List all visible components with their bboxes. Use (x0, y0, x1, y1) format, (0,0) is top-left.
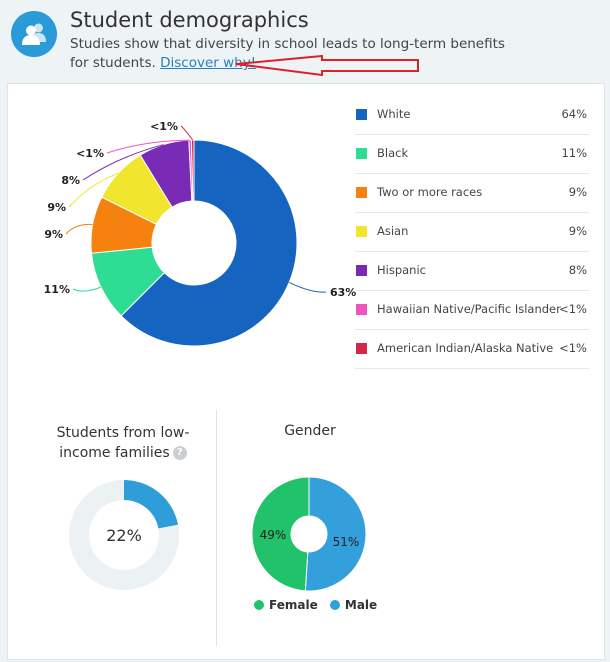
legend-value: <1% (559, 341, 587, 355)
legend-label: Hawaiian Native/Pacific Islander (377, 302, 561, 316)
low-income-slice-other (68, 479, 179, 590)
slice-label-white: 63% (330, 286, 356, 299)
legend-swatch-american-indian (356, 343, 367, 354)
slice-label-hispanic: 8% (61, 174, 80, 187)
description: Studies show that diversity in school le… (70, 35, 510, 73)
slice-white (120, 139, 298, 347)
header: Student demographics Studies show that d… (0, 0, 610, 82)
gender-label-male: 51% (333, 535, 360, 549)
legend-item-hispanic: Hispanic 8% (355, 252, 589, 291)
legend-value: 11% (561, 146, 587, 160)
leader-line-black (72, 286, 102, 292)
discover-why-link[interactable]: Discover why! (160, 55, 257, 71)
legend-swatch-white (356, 109, 367, 120)
male-dot (329, 600, 340, 610)
legend-swatch-two-or-more (356, 187, 367, 198)
question-icon[interactable]: ? (172, 446, 187, 460)
slice-label-two-or-more-races: 9% (44, 228, 63, 241)
legend-item-american-indian: American Indian/Alaska Native <1% (355, 330, 589, 369)
legend-item-hawaiian: Hawaiian Native/Pacific Islander <1% (355, 291, 589, 330)
description-text: Studies show that diversity in school le… (70, 36, 505, 71)
male-label: Male (344, 598, 378, 612)
leader-line-white (288, 281, 327, 293)
legend-item-white: White 64% (355, 96, 589, 135)
legend-swatch-hawaiian (356, 304, 367, 315)
legend-value: 8% (568, 263, 587, 277)
legend-value: <1% (559, 302, 587, 316)
legend-label: White (377, 107, 411, 121)
leader-line-american-indian-alaska-native (180, 125, 194, 141)
legend-item-male: Male (329, 598, 378, 612)
female-dot (254, 600, 264, 610)
low-income-title-text: Students from low-income families (56, 425, 190, 461)
gender-legend: Female Male (254, 598, 385, 612)
gender-slice-male (304, 476, 367, 592)
section-divider (216, 410, 217, 646)
gender-slice-female (251, 476, 310, 592)
low-income-title: Students from low-income families? (40, 423, 206, 463)
legend-label: American Indian/Alaska Native (377, 341, 554, 355)
legend-item-female: Female (254, 598, 318, 612)
legend-value: 64% (561, 107, 587, 121)
leader-line-hispanic (82, 144, 164, 181)
slice-label-black: 11% (44, 283, 70, 296)
legend-label: Two or more races (377, 185, 483, 199)
people-icon (11, 11, 57, 57)
female-label: Female (269, 598, 318, 612)
legend-item-black: Black 11% (355, 135, 589, 174)
legend-swatch-hispanic (356, 265, 367, 276)
legend-label: Black (377, 146, 409, 160)
slice-label-american-indian-alaska-native: <1% (150, 120, 178, 133)
legend-swatch-asian (356, 226, 367, 237)
legend-value: 9% (568, 185, 587, 199)
legend-item-asian: Asian 9% (355, 213, 589, 252)
slice-label-hawaiian-native-pacific-islander: <1% (76, 147, 104, 160)
legend-label: Asian (377, 224, 409, 238)
legend-swatch-black (356, 148, 367, 159)
page-title: Student demographics (70, 8, 309, 32)
legend-label: Hispanic (377, 263, 426, 277)
low-income-slice-low-income (124, 480, 179, 529)
gender-title: Gender (284, 423, 336, 439)
slice-label-asian: 9% (47, 201, 66, 214)
ethnicity-legend: White 64% Black 11% Two or more races 9%… (355, 96, 589, 369)
leader-line-hawaiian-native-pacific-islander (106, 139, 191, 154)
low-income-value: 22% (106, 526, 142, 545)
leader-line-asian (68, 172, 119, 208)
legend-value: 9% (568, 224, 587, 238)
leader-line-two-or-more-races (65, 223, 93, 235)
annotation-arrow (235, 54, 419, 77)
legend-item-two-or-more: Two or more races 9% (355, 174, 589, 213)
gender-label-female: 49% (260, 528, 287, 542)
